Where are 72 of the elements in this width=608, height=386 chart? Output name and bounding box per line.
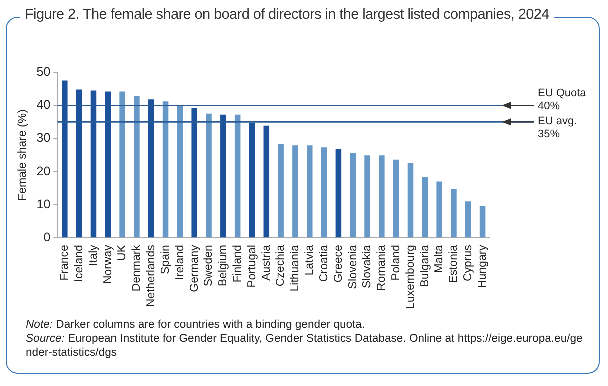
bar — [393, 160, 400, 238]
x-tick-label: Belgium — [218, 245, 230, 287]
bar — [321, 148, 328, 238]
ref-line-label: EU Quota 40% — [538, 87, 588, 112]
bar — [90, 90, 97, 238]
x-tick-label: Croatia — [318, 244, 330, 282]
bar — [76, 90, 82, 238]
bar — [162, 102, 169, 238]
ref-line-label: EU avg. 35% — [538, 115, 578, 140]
x-tick-label: Greece — [332, 245, 345, 283]
x-tick-label: Estonia — [448, 244, 460, 284]
bar — [249, 122, 256, 238]
bar — [292, 146, 298, 238]
bar — [234, 114, 241, 238]
x-tick-label: Iceland — [73, 245, 86, 282]
x-tick-label: Austria — [260, 244, 273, 281]
bar — [350, 153, 356, 238]
x-tick-label: Hungary — [476, 244, 489, 289]
x-tick-label: Spain — [160, 245, 172, 274]
bar — [148, 100, 154, 238]
x-tick-label: Germany — [188, 244, 201, 292]
bar — [336, 148, 342, 238]
bar — [379, 156, 385, 238]
bar — [120, 92, 126, 238]
bar — [278, 144, 284, 238]
bar — [451, 189, 457, 238]
x-tick-label: Denmark — [131, 244, 144, 292]
bar — [264, 126, 270, 238]
bar — [206, 114, 212, 238]
x-tick-label: Italy — [88, 244, 100, 266]
x-tick-label: Portugal — [246, 245, 258, 288]
bar — [192, 108, 198, 238]
x-tick-label: Czechia — [275, 244, 288, 287]
x-tick-label: Ireland — [174, 245, 186, 280]
bar — [408, 163, 414, 238]
chart-title: Figure 2. The female share on board of directors in the largest listed companies, 2024 — [20, 7, 554, 23]
bar — [62, 80, 68, 238]
bar — [422, 177, 428, 238]
bar — [466, 202, 472, 238]
x-tick-label: Netherlands — [146, 244, 158, 308]
y-axis-title: Female share (%) — [17, 109, 30, 201]
x-tick-label: Romania — [376, 244, 388, 292]
bar — [364, 156, 370, 238]
x-tick-label: Slovenia — [347, 244, 360, 290]
bar — [436, 182, 442, 238]
bar — [220, 114, 226, 238]
y-tick-label: 0 — [44, 230, 51, 245]
y-tick-label: 40 — [36, 98, 51, 112]
bar — [105, 92, 112, 238]
bar — [177, 105, 184, 238]
text: Note: Darker columns are for countries with a binding gender quota. — [26, 318, 366, 332]
x-tick-label: Slovakia — [362, 244, 374, 289]
x-tick-label: Sweden — [203, 245, 216, 287]
x-tick-label: Cyprus — [462, 244, 475, 282]
x-tick-label: UK — [116, 244, 129, 262]
bar — [306, 146, 313, 238]
x-tick-label: Bulgaria — [419, 244, 432, 288]
bar — [480, 206, 486, 238]
y-tick-label: 30 — [36, 131, 51, 146]
x-tick-label: Poland — [390, 245, 403, 281]
x-tick-label: Lithuania — [290, 244, 302, 292]
y-tick-label: 10 — [36, 197, 51, 212]
x-tick-label: Finland — [232, 245, 244, 283]
x-tick-label: Norway — [102, 244, 114, 284]
x-tick-label: France — [59, 245, 72, 281]
bar — [134, 96, 140, 238]
x-tick-label: Luxembourg — [404, 245, 417, 310]
y-tick-label: 20 — [36, 164, 51, 178]
x-tick-label: Latvia — [304, 244, 316, 276]
source-note: Source: European Institute for Gender Equality, Gender Statistics Database. Online at https://eige.europa.eu/gender-statistics/dgs — [26, 332, 584, 360]
x-tick-label: Malta — [434, 244, 446, 274]
y-tick-label: 50 — [36, 64, 51, 79]
